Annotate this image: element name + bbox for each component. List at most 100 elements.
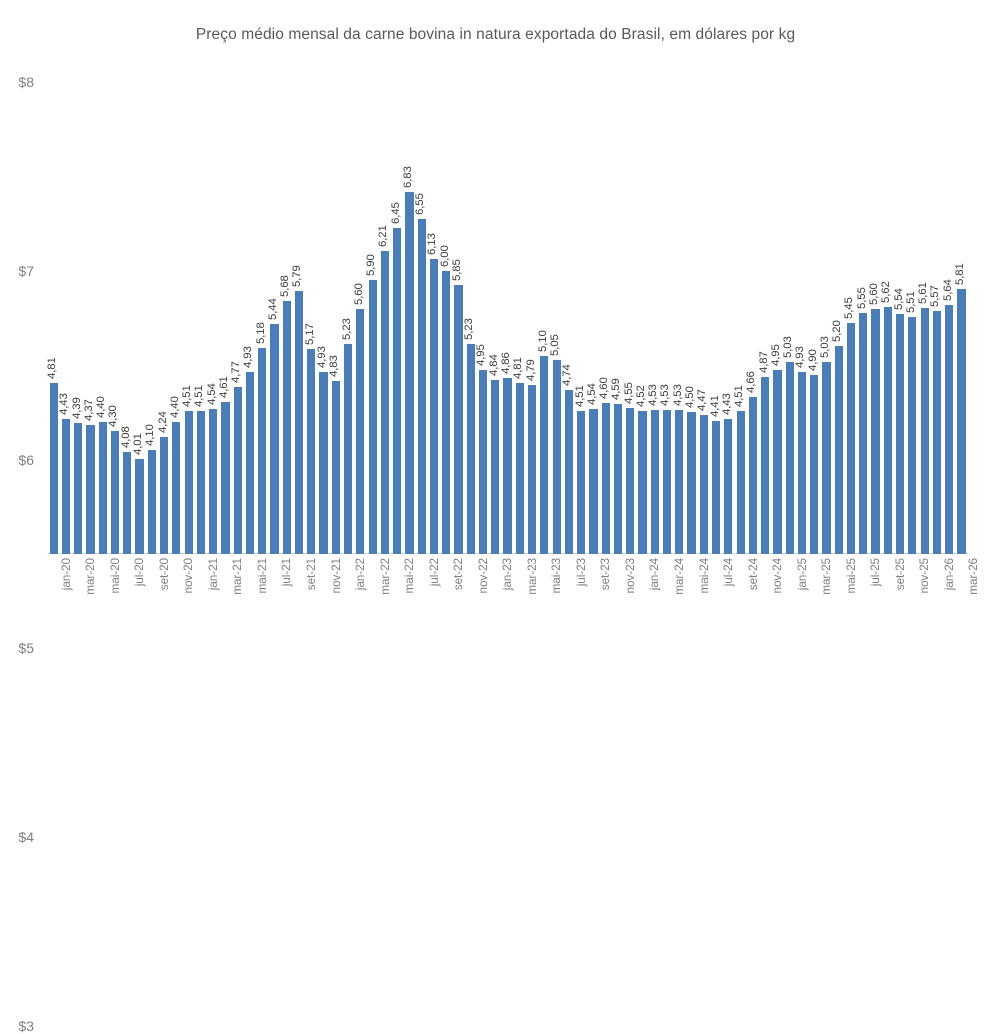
bar[interactable]: [503, 378, 512, 554]
bar[interactable]: [761, 377, 770, 554]
bar[interactable]: [393, 228, 402, 554]
bar-value-label: 4,95: [475, 344, 488, 366]
bar[interactable]: [196, 411, 205, 554]
bar[interactable]: [527, 385, 537, 554]
bar[interactable]: [270, 323, 279, 554]
bar-value-label: 4,51: [181, 385, 194, 408]
bar[interactable]: [417, 218, 426, 554]
bar[interactable]: [711, 420, 721, 554]
bar[interactable]: [797, 371, 807, 554]
bar[interactable]: [319, 371, 328, 554]
bar[interactable]: [785, 362, 794, 554]
bar-value-label: 4,60: [598, 377, 611, 399]
bar[interactable]: [380, 250, 389, 554]
x-axis-tick-label: jul-25: [868, 558, 883, 587]
bar[interactable]: [86, 424, 95, 554]
bar-value-label: 4,83: [328, 355, 341, 378]
bar[interactable]: [846, 322, 856, 554]
bar-slot: 5,03: [782, 82, 796, 554]
bar[interactable]: [748, 397, 757, 554]
bar-slot: 4,47: [696, 82, 710, 554]
bar[interactable]: [74, 422, 83, 554]
bar-value-label: 4,51: [193, 385, 206, 408]
bar[interactable]: [883, 306, 892, 554]
bar-value-label: 4,47: [696, 389, 709, 412]
bar[interactable]: [110, 431, 120, 554]
bar[interactable]: [822, 362, 831, 554]
bar[interactable]: [172, 421, 181, 554]
bar[interactable]: [675, 409, 684, 554]
bar[interactable]: [491, 380, 500, 554]
bar[interactable]: [454, 284, 463, 554]
bar[interactable]: [343, 343, 353, 554]
bar-value-label: 4,59: [610, 378, 623, 400]
bar[interactable]: [147, 450, 156, 554]
bar[interactable]: [859, 313, 868, 554]
bar[interactable]: [699, 415, 708, 554]
bar-value-label: 4,77: [230, 361, 243, 383]
bar[interactable]: [282, 301, 291, 554]
bar-slot: 5,10: [537, 82, 551, 554]
bar[interactable]: [49, 383, 58, 554]
bar[interactable]: [736, 411, 745, 554]
bar[interactable]: [61, 419, 71, 554]
bar[interactable]: [577, 411, 586, 554]
bar[interactable]: [515, 383, 524, 554]
bar-value-label: 4,43: [58, 393, 71, 416]
bar-slot: 4,93: [794, 82, 808, 554]
x-axis-tick-label: set-21: [303, 558, 318, 591]
bar-slot: 4,51: [181, 82, 195, 554]
bar[interactable]: [368, 280, 377, 554]
bar-slot: 4,30: [107, 82, 121, 554]
bar[interactable]: [209, 408, 218, 554]
bar[interactable]: [871, 308, 880, 554]
bar[interactable]: [245, 371, 255, 554]
bar[interactable]: [356, 308, 365, 554]
bar[interactable]: [540, 355, 549, 554]
bar[interactable]: [478, 369, 488, 554]
bar[interactable]: [552, 360, 561, 554]
bar[interactable]: [724, 419, 733, 554]
bar[interactable]: [626, 407, 635, 554]
bar[interactable]: [834, 346, 843, 554]
bar[interactable]: [895, 314, 905, 554]
bar[interactable]: [932, 311, 941, 554]
bar-slot: 6,55: [414, 82, 428, 554]
bar[interactable]: [331, 381, 340, 554]
y-axis-tick-label: $6: [18, 451, 34, 468]
bar[interactable]: [184, 411, 193, 554]
bar[interactable]: [589, 408, 598, 554]
bar[interactable]: [233, 386, 242, 554]
bar[interactable]: [945, 304, 954, 554]
bar[interactable]: [908, 317, 917, 554]
bar[interactable]: [687, 412, 696, 554]
bar[interactable]: [662, 409, 672, 554]
bar[interactable]: [405, 192, 414, 554]
bar[interactable]: [638, 410, 647, 554]
y-axis-tick-label: $8: [18, 74, 34, 90]
bar[interactable]: [920, 307, 929, 554]
bar[interactable]: [773, 369, 782, 554]
bar[interactable]: [601, 402, 610, 554]
bar[interactable]: [466, 343, 475, 554]
bar[interactable]: [650, 409, 659, 554]
bar[interactable]: [810, 374, 819, 554]
bar[interactable]: [957, 288, 966, 554]
bar[interactable]: [613, 403, 623, 554]
bar-value-label: 5,18: [254, 322, 267, 345]
bar[interactable]: [98, 421, 107, 554]
bar[interactable]: [442, 270, 451, 554]
bar-value-label: 4,66: [745, 371, 758, 394]
bar[interactable]: [159, 436, 169, 554]
bar[interactable]: [564, 389, 573, 554]
bar[interactable]: [135, 458, 144, 554]
bar[interactable]: [429, 258, 439, 554]
bar[interactable]: [294, 290, 304, 554]
bar-slot: 4,79: [525, 82, 538, 554]
bar[interactable]: [258, 348, 267, 554]
bar[interactable]: [221, 402, 230, 554]
bar[interactable]: [307, 349, 316, 554]
bar-slot: 5,17: [304, 82, 318, 554]
bar[interactable]: [123, 452, 132, 554]
bar-value-label: 4,81: [512, 357, 525, 380]
